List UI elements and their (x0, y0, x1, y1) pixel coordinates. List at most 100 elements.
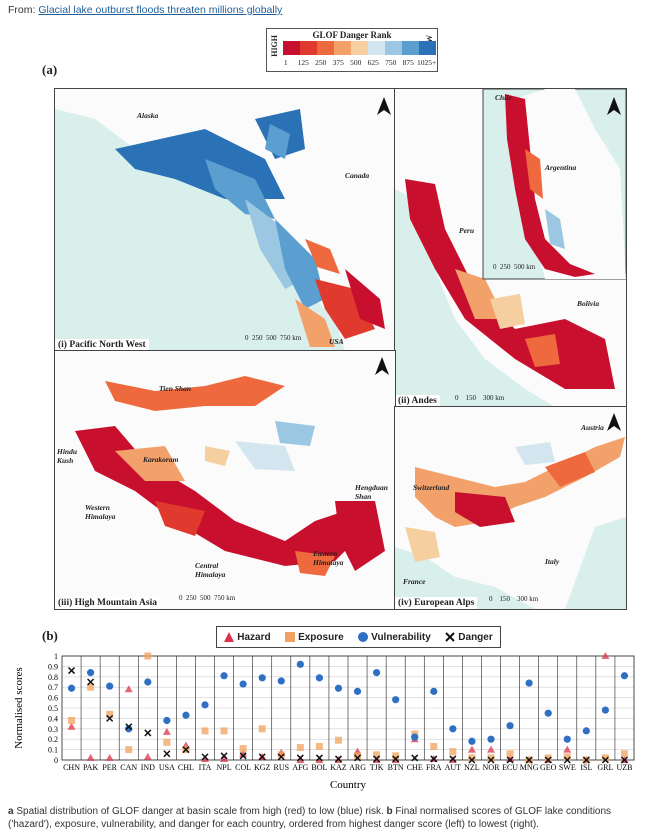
place-switzerland: Switzerland (413, 483, 450, 492)
danger-point (220, 752, 228, 760)
legend-item-danger: Danger (445, 632, 493, 643)
danger-point (296, 754, 304, 762)
y-tick-label: 1 (54, 652, 58, 661)
hazard-point (162, 727, 171, 735)
danger-rank-legend: GLOF Danger Rank HIGH LOW 11252503755006… (266, 28, 438, 72)
exposure-point (201, 727, 209, 735)
vulnerability-point (67, 684, 76, 692)
x-tick-label: CAN (120, 763, 137, 772)
exposure-point (258, 725, 266, 733)
vulnerability-point (353, 687, 362, 695)
source-line: From: Glacial lake outburst floods threa… (8, 4, 282, 16)
exposure-point (506, 750, 514, 758)
danger-point (582, 756, 590, 764)
square-icon (285, 632, 296, 642)
legend-tick: 250 (315, 58, 327, 67)
danger-point (182, 746, 190, 754)
place-france: France (403, 577, 426, 586)
danger-point (620, 756, 628, 764)
place-karakoram: Karakoram (143, 455, 179, 464)
x-tick-label: IND (141, 763, 155, 772)
legend-item-vulnerability: Vulnerability (358, 632, 431, 643)
hazard-point (296, 756, 305, 763)
exposure-point (487, 754, 495, 762)
exposure-point (220, 727, 228, 735)
danger-point (144, 729, 152, 737)
x-tick-label: NOR (483, 763, 501, 772)
place-eastern-himalaya: Eastern Himalaya (313, 549, 344, 567)
legend-tick: 750 (385, 58, 397, 67)
vulnerability-point (182, 711, 190, 719)
vulnerability-point (144, 678, 152, 686)
exposure-point (468, 754, 476, 762)
alps-map-label: (iv) European Alps (395, 597, 478, 609)
x-tick-label: CHE (407, 763, 423, 772)
y-tick-label: 0.6 (48, 694, 58, 703)
legend-swatch (385, 41, 402, 55)
exposure-point (392, 752, 400, 760)
legend-tick: 375 (332, 58, 344, 67)
exposure-point (68, 716, 76, 724)
vulnerability-point (296, 660, 304, 668)
x-tick-label: CHN (63, 763, 80, 772)
place-western-himalaya: Western Himalaya (85, 503, 116, 521)
hazard-point (487, 745, 495, 753)
north-arrow-icon (377, 97, 391, 115)
x-tick-label: SWE (559, 763, 576, 772)
x-tick-label: ARG (349, 763, 366, 772)
place-alaska: Alaska (137, 111, 159, 120)
hazard-point (315, 756, 324, 763)
vulnerability-point (87, 669, 95, 677)
north-arrow-icon (375, 357, 389, 375)
x-tick-label: AUT (445, 763, 462, 772)
article-link[interactable]: Glacial lake outburst floods threaten mi… (38, 4, 283, 16)
vulnerability-point (315, 674, 323, 682)
x-tick-label: UZB (616, 763, 632, 772)
vulnerability-point (220, 672, 228, 680)
hazard-point (105, 753, 114, 761)
alps-map-graphic (395, 407, 626, 609)
legend-tick: 500 (350, 58, 362, 67)
hazard-point (143, 752, 152, 760)
scores-chart: 00.1 0.20.3 0.40.50.6 0.70.8 0.91 CHN PAK PER CA… (13, 652, 635, 791)
map-high-mountain-asia: Tien Shan Hindu Kush Karakoram Western H… (54, 350, 396, 610)
vulnerability-point (258, 674, 266, 682)
danger-point (601, 756, 609, 764)
hazard-point (239, 749, 248, 757)
x-tick-label: MNG (520, 763, 539, 772)
vulnerability-point (601, 706, 610, 714)
x-axis-label: Country (330, 779, 367, 791)
andes-inset-scalebar: 0 250 500 km (493, 263, 536, 271)
legend-swatches (283, 41, 436, 55)
andes-scalebar: 0 150 300 km (455, 394, 505, 402)
x-tick-label: AFG (292, 763, 308, 772)
y-tick-label: 0.8 (48, 673, 58, 682)
vulnerability-point (411, 733, 419, 741)
x-tick-label: ISL (580, 763, 592, 772)
exposure-point (144, 652, 152, 660)
legend-swatch (334, 41, 351, 55)
danger-point (106, 714, 114, 722)
triangle-icon (224, 632, 235, 642)
legend-high-label: HIGH (270, 35, 279, 57)
legend-swatch (283, 41, 300, 55)
danger-point (87, 678, 95, 686)
place-hindu-kush: Hindu Kush (57, 447, 78, 465)
exposure-point (296, 744, 304, 752)
danger-point (125, 723, 133, 731)
pnw-map-graphic (55, 89, 395, 351)
north-arrow-icon (607, 413, 621, 431)
y-tick-label: 0.3 (48, 725, 58, 734)
x-tick-label: BTN (388, 763, 404, 772)
vulnerability-point (163, 716, 171, 725)
vulnerability-point (392, 696, 400, 704)
legend-title: GLOF Danger Rank (312, 30, 392, 40)
x-tick-label: FRA (426, 763, 442, 772)
danger-point (392, 755, 400, 763)
exposure-point (620, 750, 628, 758)
y-tick-label: 0.4 (48, 714, 58, 723)
danger-point (201, 753, 209, 761)
vulnerability-point (544, 709, 552, 717)
danger-point (487, 756, 495, 764)
y-tick-label: 0.7 (48, 683, 58, 692)
